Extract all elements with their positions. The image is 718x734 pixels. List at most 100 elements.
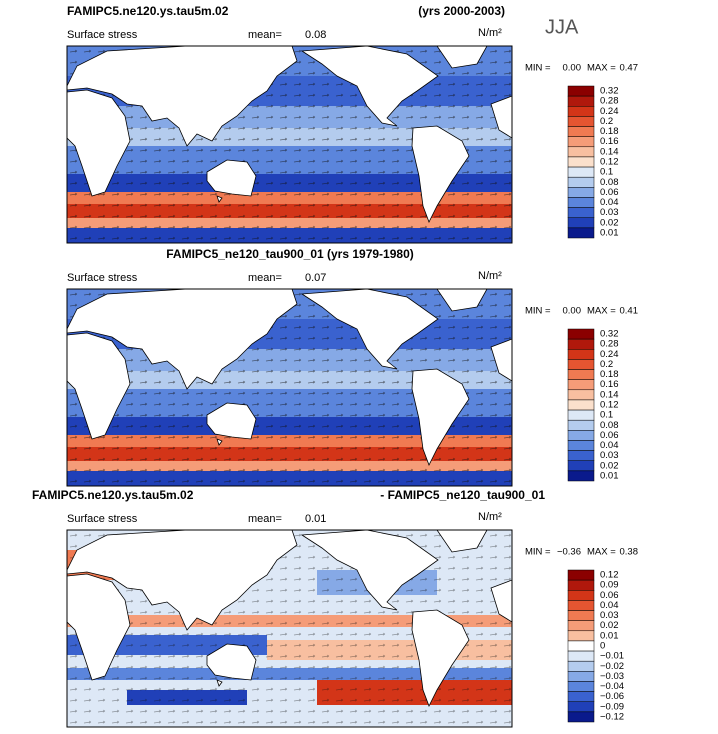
- mean-value: 0.07: [305, 272, 326, 284]
- colorbar-label: 0.24: [600, 349, 619, 360]
- colorbar-box: [567, 156, 595, 168]
- colorbar-label: 0.2: [600, 116, 613, 127]
- colorbar-label: 0.03: [600, 610, 619, 621]
- colorbar-box: [567, 430, 595, 441]
- colorbar-box: [567, 470, 595, 482]
- colorbar-label: 0.28: [600, 96, 619, 107]
- colorbar-box: [567, 460, 595, 472]
- colorbar-label: 0.06: [600, 430, 619, 441]
- max-value: 0.47: [620, 63, 639, 74]
- max-value: 0.41: [620, 306, 639, 317]
- mean-value: 0.08: [305, 29, 326, 41]
- min-label: MIN =: [525, 306, 551, 317]
- colorbar-box: [567, 207, 595, 218]
- colorbar-box: [567, 338, 595, 350]
- mean-label: mean=: [248, 29, 282, 41]
- colorbar-box: [567, 379, 595, 391]
- max-label: MAX =: [587, 63, 616, 74]
- colorbar-box: [567, 620, 595, 632]
- colorbar-label: 0.16: [600, 136, 619, 147]
- colorbar-box: [567, 166, 595, 178]
- colorbar-label: −0.01: [600, 651, 624, 662]
- colorbar-label: 0.02: [600, 217, 619, 228]
- colorbar-label: 0.03: [600, 207, 619, 218]
- colorbar-box: [567, 650, 595, 662]
- colorbar-label: −0.09: [600, 701, 624, 712]
- colorbar-label: 0.01: [600, 630, 619, 641]
- colorbar-label: −0.12: [600, 711, 624, 722]
- mean-label: mean=: [248, 272, 282, 284]
- min-label: MIN =: [525, 63, 551, 74]
- colorbar-label: 0.06: [600, 187, 619, 198]
- min-label: MIN =: [525, 547, 551, 558]
- colorbar-label: 0.08: [600, 420, 619, 431]
- units-label: N/m²: [478, 511, 502, 523]
- map-frame: [66, 288, 513, 487]
- units-label: N/m²: [478, 27, 502, 39]
- field-label: Surface stress: [67, 513, 138, 525]
- colorbar-label: 0.16: [600, 379, 619, 390]
- panel-title: - FAMIPC5_ne120_tau900_01: [380, 488, 545, 502]
- panel-title: FAMIPC5.ne120.ys.tau5m.02: [32, 488, 194, 502]
- colorbar-label: 0.1: [600, 410, 613, 421]
- colorbar-box: [567, 106, 595, 117]
- colorbar-label: 0.02: [600, 620, 619, 631]
- colorbar-box: [567, 630, 595, 642]
- colorbar-box: [567, 116, 595, 127]
- units-label: N/m²: [478, 270, 502, 282]
- panel-title: FAMIPC5.ne120.ys.tau5m.02: [67, 4, 229, 18]
- colorbar-box: [567, 610, 595, 621]
- colorbar-box: [567, 369, 595, 380]
- colorbar-box: [567, 217, 595, 229]
- colorbar-label: 0.12: [600, 157, 619, 168]
- colorbar-label: 0: [600, 641, 605, 652]
- colorbar-box: [567, 419, 595, 431]
- max-value: 0.38: [620, 547, 639, 558]
- colorbar-box: [567, 440, 595, 451]
- colorbar-box: [567, 640, 595, 652]
- colorbar-box: [567, 95, 595, 107]
- colorbar-box: [567, 711, 595, 723]
- colorbar-box: [567, 136, 595, 148]
- colorbar-label: 0.1: [600, 167, 613, 178]
- colorbar-box: [567, 590, 595, 601]
- colorbar-box: [567, 389, 595, 401]
- colorbar-label: 0.14: [600, 146, 619, 157]
- colorbar-label: 0.04: [600, 600, 619, 611]
- colorbar-label: 0.24: [600, 106, 619, 117]
- colorbar-label: −0.04: [600, 681, 624, 692]
- colorbar-box: [567, 579, 595, 591]
- colorbar-box: [567, 349, 595, 360]
- colorbar-box: [567, 197, 595, 208]
- panel-title: (yrs 2000-2003): [418, 4, 505, 18]
- colorbar-label: 0.01: [600, 470, 619, 481]
- colorbar-label: 0.12: [600, 570, 619, 581]
- colorbar-label: −0.03: [600, 671, 624, 682]
- map-frame: [66, 529, 513, 728]
- colorbar-label: 0.04: [600, 440, 619, 451]
- colorbar-label: 0.04: [600, 197, 619, 208]
- colorbar-label: 0.18: [600, 369, 619, 380]
- colorbar-label: 0.32: [600, 86, 619, 97]
- min-value: 0.00: [563, 306, 582, 317]
- colorbar-box: [567, 600, 595, 611]
- colorbar-label: 0.12: [600, 400, 619, 411]
- colorbar-box: [567, 701, 595, 713]
- colorbar-label: 0.18: [600, 126, 619, 137]
- colorbar-box: [567, 85, 595, 97]
- colorbar-box: [567, 176, 595, 188]
- colorbar-box: [567, 671, 595, 682]
- colorbar-box: [567, 359, 595, 370]
- colorbar-label: 0.28: [600, 339, 619, 350]
- colorbar-label: 0.01: [600, 227, 619, 238]
- mean-value: 0.01: [305, 513, 326, 525]
- colorbar-box: [567, 660, 595, 672]
- colorbar-label: −0.02: [600, 661, 624, 672]
- colorbar-box: [567, 569, 595, 581]
- colorbar-label: 0.08: [600, 177, 619, 188]
- colorbar-label: 0.02: [600, 460, 619, 471]
- colorbar-box: [567, 399, 595, 411]
- colorbar-label: 0.32: [600, 329, 619, 340]
- colorbar-box: [567, 691, 595, 702]
